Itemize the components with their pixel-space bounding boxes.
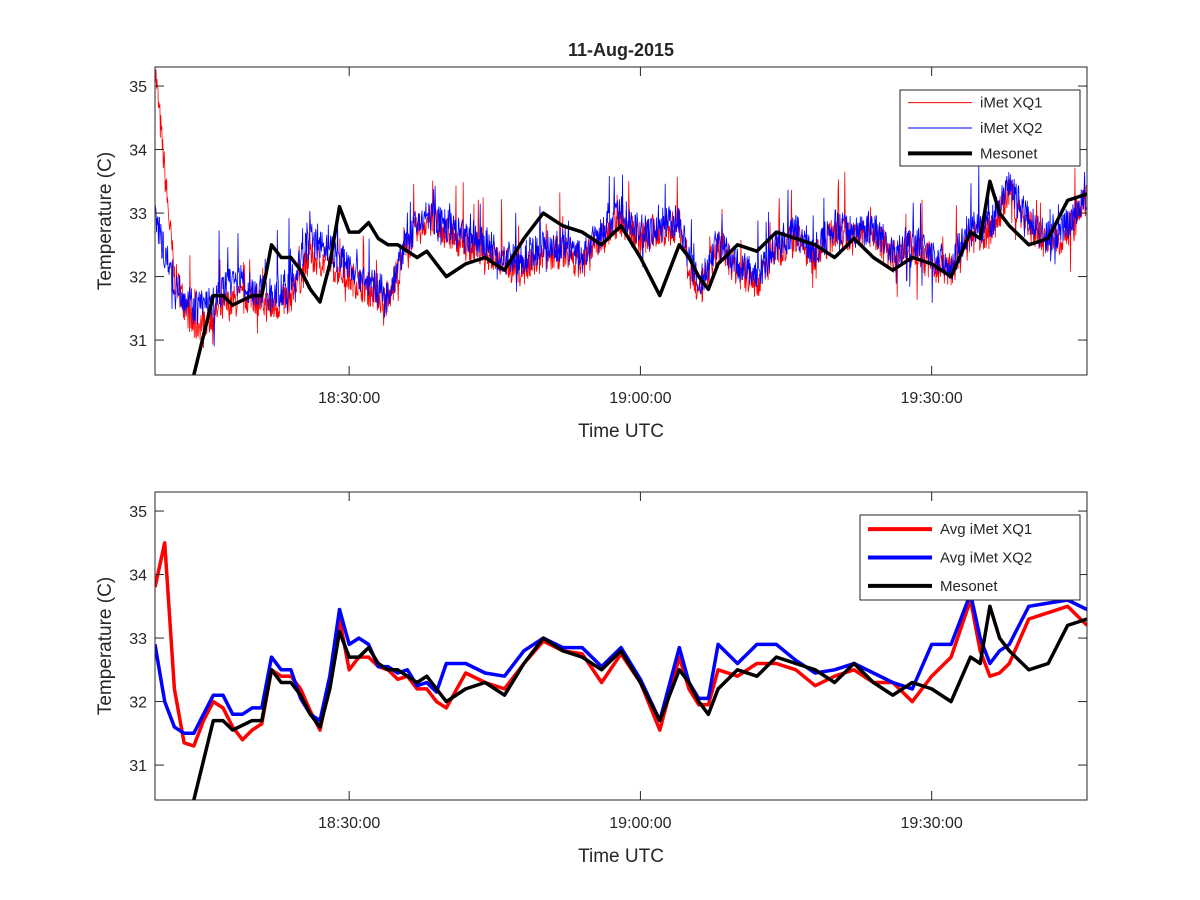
chart-title: 11-Aug-2015 [568, 40, 674, 60]
bottom-panel: 31 32 33 34 35 18:30:00 19:00:00 19:30:00 Time U… [95, 491, 1088, 867]
x-tick-label: 19:00:00 [609, 390, 671, 407]
series-line-2 [192, 179, 1087, 375]
y-tick-label: 32 [129, 695, 147, 712]
y-axis-label: Temperature (C) [95, 152, 116, 290]
x-tick-label: 18:30:00 [318, 815, 380, 832]
y-tick-label: 34 [129, 568, 147, 585]
legend-label: iMet XQ2 [980, 120, 1043, 137]
legend-label: iMet XQ1 [980, 95, 1043, 112]
legend: iMet XQ1 iMet XQ2 Mesonet [899, 89, 1081, 167]
y-tick-label: 35 [129, 79, 147, 96]
y-tick-label: 33 [129, 206, 147, 223]
plot-area [155, 541, 1087, 800]
legend: Avg iMet XQ1 Avg iMet XQ2 Mesonet [859, 514, 1081, 601]
y-tick-label: 31 [129, 758, 147, 775]
x-tick-label: 19:00:00 [609, 815, 671, 832]
x-axis-label: Time UTC [578, 421, 664, 442]
y-tick-label: 32 [129, 270, 147, 287]
y-tick-label: 34 [129, 143, 147, 160]
top-panel: 31 32 33 34 35 18:30:00 19:00:00 19:30:00 Time U… [95, 66, 1088, 442]
y-tick-label: 35 [129, 504, 147, 521]
legend-label: Mesonet [980, 145, 1038, 162]
legend-label: Mesonet [940, 578, 998, 595]
y-tick-label: 31 [129, 333, 147, 350]
series-line-0 [155, 69, 1087, 349]
x-tick-label: 18:30:00 [318, 390, 380, 407]
series-line-1 [155, 591, 1087, 736]
plot-area [155, 69, 1087, 375]
legend-label: Avg iMet XQ1 [940, 521, 1032, 538]
y-tick-label: 33 [129, 631, 147, 648]
series-line-2 [192, 604, 1087, 800]
y-axis-label: Temperature (C) [95, 577, 116, 715]
x-axis-label: Time UTC [578, 846, 664, 867]
axes-frame [154, 491, 1088, 801]
legend-label: Avg iMet XQ2 [940, 550, 1032, 567]
x-tick-label: 19:30:00 [901, 390, 963, 407]
axes-frame [154, 66, 1088, 376]
x-tick-label: 19:30:00 [901, 815, 963, 832]
series-line-1 [155, 163, 1087, 347]
